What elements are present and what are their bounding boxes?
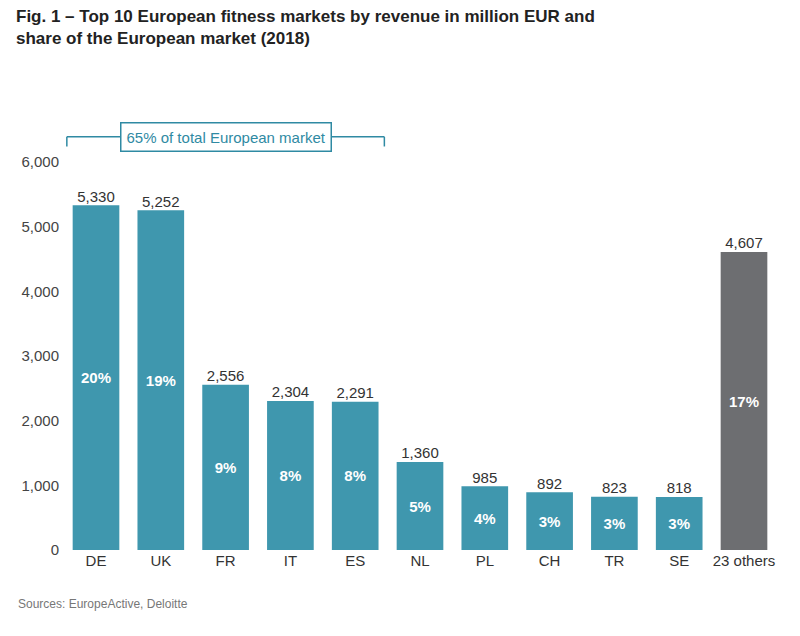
svg-text:23 others: 23 others	[713, 552, 776, 569]
svg-text:20%: 20%	[81, 369, 111, 386]
svg-text:FR: FR	[216, 552, 236, 569]
svg-text:2,291: 2,291	[336, 384, 374, 401]
svg-text:3,000: 3,000	[21, 347, 59, 364]
svg-text:5,000: 5,000	[21, 218, 59, 235]
svg-text:892: 892	[537, 475, 562, 492]
svg-text:Sources: EuropeActive, Deloitt: Sources: EuropeActive, Deloitte	[18, 597, 188, 611]
svg-text:3%: 3%	[539, 513, 561, 530]
svg-text:2,304: 2,304	[272, 383, 310, 400]
svg-text:19%: 19%	[146, 372, 176, 389]
svg-text:4,607: 4,607	[725, 234, 763, 251]
svg-text:17%: 17%	[729, 393, 759, 410]
svg-text:5%: 5%	[409, 498, 431, 515]
svg-text:Fig. 1 – Top 10 European fitne: Fig. 1 – Top 10 European fitness markets…	[16, 7, 595, 48]
svg-text:1,000: 1,000	[21, 477, 59, 494]
svg-text:9%: 9%	[215, 459, 237, 476]
svg-text:65% of total European market: 65% of total European market	[127, 129, 326, 146]
svg-text:6,000: 6,000	[21, 153, 59, 170]
svg-text:ES: ES	[345, 552, 365, 569]
svg-text:NL: NL	[410, 552, 429, 569]
svg-text:UK: UK	[150, 552, 171, 569]
svg-text:5,252: 5,252	[142, 193, 180, 210]
svg-text:TR: TR	[604, 552, 624, 569]
svg-text:3%: 3%	[668, 515, 690, 532]
svg-text:8%: 8%	[344, 467, 366, 484]
svg-text:4,000: 4,000	[21, 283, 59, 300]
svg-text:DE: DE	[86, 552, 107, 569]
svg-text:2,000: 2,000	[21, 412, 59, 429]
svg-text:818: 818	[667, 479, 692, 496]
svg-text:CH: CH	[539, 552, 561, 569]
svg-text:8%: 8%	[280, 467, 302, 484]
svg-text:985: 985	[472, 469, 497, 486]
svg-text:2,556: 2,556	[207, 367, 245, 384]
svg-text:IT: IT	[284, 552, 297, 569]
svg-text:823: 823	[602, 479, 627, 496]
svg-text:4%: 4%	[474, 510, 496, 527]
svg-text:0: 0	[51, 541, 59, 558]
svg-text:PL: PL	[476, 552, 494, 569]
svg-text:3%: 3%	[604, 515, 626, 532]
svg-text:5,330: 5,330	[77, 188, 115, 205]
svg-text:SE: SE	[669, 552, 689, 569]
svg-text:1,360: 1,360	[401, 444, 439, 461]
